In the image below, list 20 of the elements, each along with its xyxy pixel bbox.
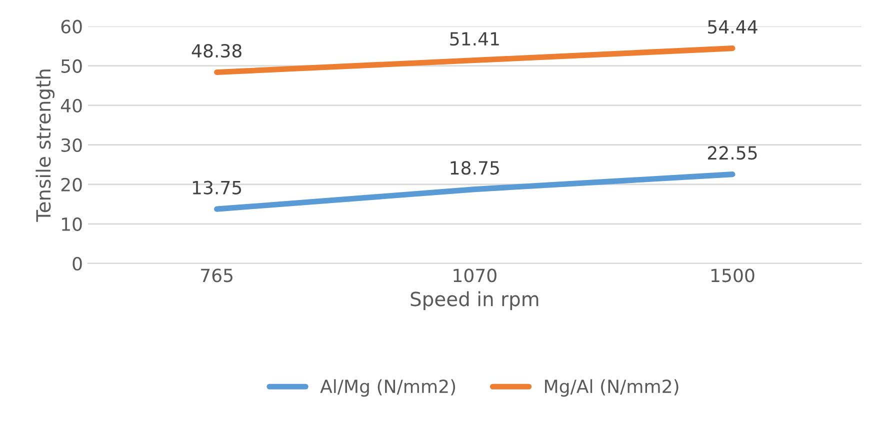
y-tick-label: 30: [61, 138, 82, 152]
data-label: 54.44: [708, 20, 758, 34]
data-label: 48.38: [192, 44, 242, 58]
y-tick-label: 0: [72, 256, 82, 271]
x-tick-label: 765: [201, 268, 232, 282]
y-tick-label: 50: [61, 59, 82, 73]
x-axis-title: Speed in rpm: [410, 291, 538, 310]
data-label: 18.75: [450, 161, 499, 175]
legend-label: Al/Mg (N/mm2): [320, 379, 456, 397]
y-tick-label: 10: [62, 217, 82, 232]
data-label: 22.55: [708, 146, 757, 160]
data-label: 51.41: [450, 32, 499, 46]
y-axis-title: Tensile strength: [36, 70, 55, 222]
legend-label: Mg/Al (N/mm2): [545, 379, 678, 397]
y-tick-label: 60: [61, 20, 82, 34]
data-label: 13.75: [192, 180, 242, 194]
y-tick-label: 40: [60, 98, 82, 112]
y-tick-label: 20: [61, 178, 82, 192]
x-tick-label: 1070: [454, 268, 496, 282]
x-tick-label: 1500: [712, 268, 754, 282]
